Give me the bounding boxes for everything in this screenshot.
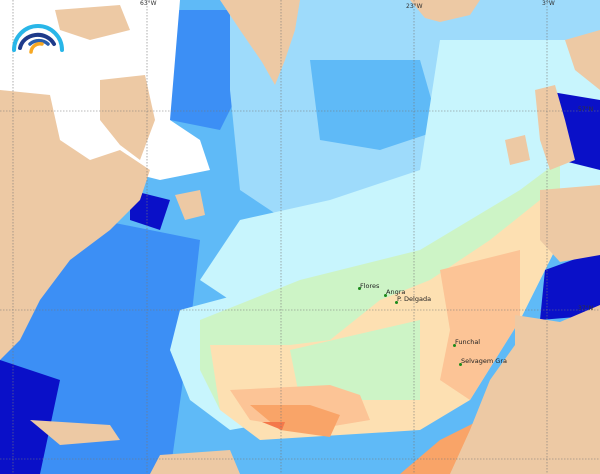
place-label-funchal[interactable]: Funchal [455,338,481,346]
ocean-darkorange [262,422,285,430]
land-newfoundland [175,190,205,220]
place-marker [453,344,456,347]
ocean-caribbean-deep [0,360,60,474]
place-marker [395,301,398,304]
land-greenland [220,0,300,85]
longitude-label: 63°W [140,0,157,7]
place-label-selvagem-grande[interactable]: Selvagem Gra [461,357,507,365]
land-north-america [0,90,150,360]
ocean-mediterranean-deep [540,250,600,320]
land-cuba [30,420,120,445]
land-africa [450,305,600,474]
ocean-coastal-lightorange [440,250,520,400]
place-label-p-delgada[interactable]: P. Delgada [397,295,432,303]
longitude-label: 3°W [542,0,555,7]
latitude-label: 57°N [578,106,594,113]
land-ireland [505,135,530,165]
place-label-angra[interactable]: Angra [386,288,406,296]
arc-logo [12,24,64,54]
place-marker [358,287,361,290]
latitude-label: 37°N [578,305,594,312]
ocean-north-mid [310,60,440,150]
land-iberia [540,185,600,262]
longitude-label: 23°W [406,3,423,10]
land-arctic-island [55,5,130,40]
ocean-green-patch [290,320,420,400]
place-label-flores[interactable]: Flores [360,282,380,290]
place-marker [459,363,462,366]
land-great-britain [535,85,575,170]
land-labrador [100,75,155,160]
place-marker [384,294,387,297]
land-scandinavia [565,30,600,90]
land-south-america [150,450,240,474]
ocean-orange [250,405,340,437]
land-iceland [410,0,480,22]
